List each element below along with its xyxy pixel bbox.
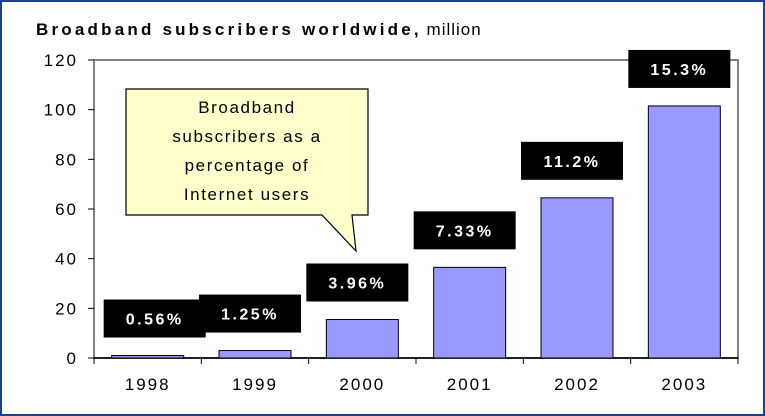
x-tick-label: 2001	[447, 375, 493, 394]
y-tick-label: 120	[44, 51, 78, 70]
data-label-box	[306, 263, 409, 302]
data-label: 15.3%	[650, 62, 708, 79]
bar-1998	[111, 355, 185, 359]
data-label: 1.25%	[221, 307, 279, 324]
y-tick-label: 20	[55, 299, 78, 318]
x-tick-label: 2000	[339, 375, 385, 394]
data-label: 3.96%	[328, 276, 386, 293]
data-label: 0.56%	[126, 312, 184, 329]
chart-title: Broadband subscribers worldwide, million	[36, 20, 482, 40]
bar-2003	[647, 105, 721, 359]
x-tick-label: 1998	[125, 375, 171, 394]
y-tick-label: 80	[55, 150, 78, 169]
callout-text-line: percentage of	[185, 156, 310, 175]
data-label: 7.33%	[436, 223, 494, 240]
x-tick-label: 1999	[232, 375, 278, 394]
y-tick-label: 60	[55, 200, 78, 219]
callout-text-line: Internet users	[184, 185, 310, 204]
x-tick-label: 2002	[554, 375, 600, 394]
callout-bubble	[125, 88, 369, 253]
chart-title-main: Broadband subscribers worldwide,	[36, 20, 422, 39]
bar-2001	[433, 266, 507, 359]
bar-2002	[540, 197, 614, 359]
data-label: 11.2%	[544, 154, 601, 171]
bar-2000	[325, 319, 399, 359]
y-tick-label: 100	[44, 101, 78, 120]
y-tick-label: 40	[55, 250, 78, 269]
callout-text-line: Broadband	[198, 98, 296, 117]
chart-title-unit: million	[426, 20, 482, 39]
data-label-box	[628, 49, 731, 88]
callout-text-line: subscribers as a	[172, 127, 321, 146]
y-tick-label: 0	[67, 349, 78, 368]
bar-1999	[218, 350, 292, 359]
data-label-box	[199, 294, 301, 333]
data-label-box	[103, 299, 206, 338]
x-tick-label: 2003	[661, 375, 707, 394]
data-label-box	[413, 211, 516, 250]
data-label-box	[521, 141, 623, 180]
